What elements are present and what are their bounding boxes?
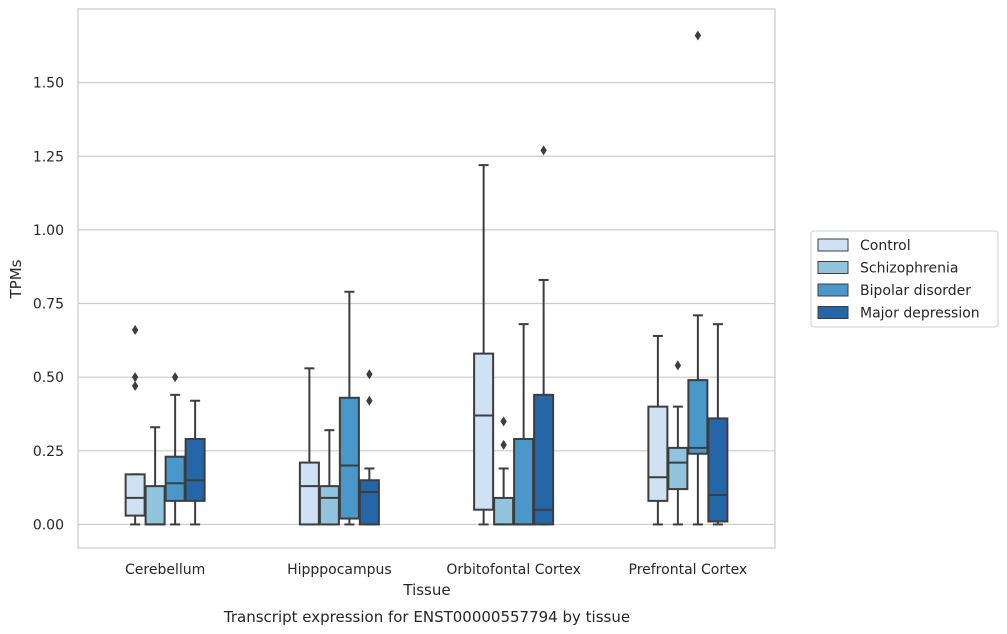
box-major-depression (184, 399, 206, 526)
y-tick-label: 1.25 (33, 149, 64, 165)
box-iqr (318, 485, 340, 526)
box-bipolar-disorder (164, 372, 186, 526)
box-iqr (707, 417, 729, 523)
plot-area-frame (77, 8, 776, 549)
box-bipolar-disorder (338, 290, 360, 526)
legend-frame (810, 230, 999, 328)
box-iqr (473, 352, 495, 511)
legend-label: Major depression (860, 306, 980, 322)
box-series-group (124, 30, 729, 526)
legend-swatch (817, 283, 849, 297)
box-control (298, 367, 320, 526)
y-tick-label: 1.50 (33, 76, 64, 92)
box-iqr (144, 485, 166, 526)
outlier-point (131, 372, 139, 383)
box-control (473, 164, 495, 526)
legend-items: Control Schizophrenia Bipolar disorder Majo… (817, 238, 980, 322)
box-iqr (358, 479, 380, 526)
outlier-point (366, 369, 373, 380)
y-tick-label: 0.50 (33, 370, 64, 386)
box-iqr (124, 473, 146, 517)
box-iqr (184, 438, 206, 502)
chart-caption: Transcript expression for ENST0000055779… (223, 608, 630, 626)
outlier-point (171, 372, 179, 383)
box-iqr (513, 438, 535, 526)
y-tick-label: 0.75 (33, 297, 64, 313)
outlier-point (500, 439, 507, 450)
box-schizophrenia (318, 429, 340, 526)
box-control (124, 325, 146, 526)
x-axis-label: Tissue (402, 581, 450, 599)
y-axis-label: TPMs (7, 259, 25, 299)
x-tick-label: Prefrontal Cortex (629, 562, 748, 578)
y-tick-label: 1.00 (33, 223, 64, 239)
x-tick-label: Orbitofontal Cortex (446, 562, 581, 578)
box-schizophrenia (144, 426, 166, 526)
box-iqr (647, 405, 669, 502)
legend-label: Bipolar disorder (860, 283, 971, 299)
outlier-point (366, 395, 373, 406)
outlier-point (540, 145, 547, 156)
box-control (647, 334, 669, 526)
y-axis-ticks: 0.00 0.25 0.50 0.75 1.00 1.25 1.50 (33, 76, 64, 534)
x-tick-label: Hipppocampus (287, 562, 392, 578)
y-tick-label: 0.00 (33, 517, 64, 533)
y-tick-label: 0.25 (33, 444, 64, 460)
legend-swatch (817, 306, 849, 319)
legend-swatch (817, 238, 849, 252)
box-bipolar-disorder (513, 323, 535, 526)
box-bipolar-disorder (687, 30, 709, 526)
box-major-depression (533, 145, 555, 526)
box-iqr (298, 461, 320, 526)
outlier-point (500, 416, 507, 427)
outlier-point (131, 381, 139, 392)
box-schizophrenia (493, 416, 515, 526)
box-iqr (338, 396, 360, 520)
box-iqr (493, 496, 515, 526)
x-axis-ticks: Cerebellum Hipppocampus Orbitofontal Corte… (125, 562, 747, 578)
box-iqr (667, 446, 689, 491)
box-schizophrenia (667, 360, 689, 526)
box-iqr (164, 455, 186, 502)
box-iqr (533, 393, 555, 526)
box-major-depression (358, 369, 380, 526)
legend: Control Schizophrenia Bipolar disorder Majo… (810, 230, 999, 328)
x-tick-label: Cerebellum (125, 562, 205, 578)
outlier-point (694, 30, 702, 41)
outlier-point (674, 360, 682, 371)
legend-swatch (817, 261, 849, 274)
outlier-point (131, 325, 139, 336)
box-major-depression (707, 323, 729, 526)
legend-label: Control (860, 238, 911, 254)
box-iqr (687, 379, 709, 455)
legend-label: Schizophrenia (860, 261, 958, 277)
